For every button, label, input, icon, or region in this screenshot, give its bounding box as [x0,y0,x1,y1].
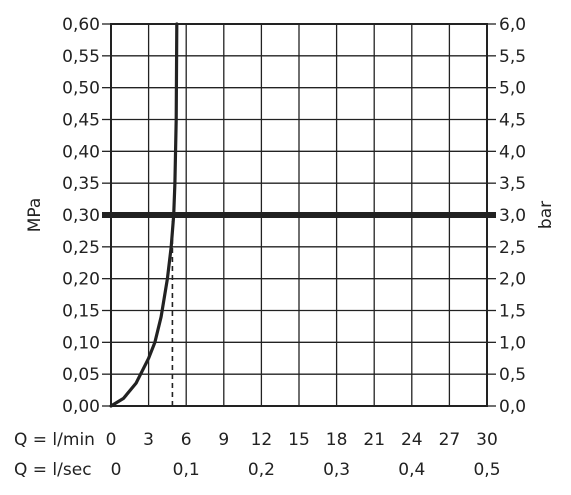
y-right-tick-label: 6,0 [499,15,526,35]
y-left-tick-label: 0,10 [62,333,100,353]
y-right-tick-label: 3,5 [499,174,526,194]
y-right-tick-label: 3,0 [499,206,526,226]
x-lsec-tick-label: 0,5 [473,460,500,480]
y-left-tick-label: 0,15 [62,302,100,322]
y-left-tick-label: 0,05 [62,365,100,385]
y-right-tick-label: 0,0 [499,397,526,417]
x-lmin-tick-label: 3 [143,430,154,450]
y-right-tick-label: 1,5 [499,302,526,322]
y-left-tick-label: 0,30 [62,206,100,226]
x-lsec-tick-label: 0,4 [398,460,425,480]
x-lmin-tick-label: 9 [218,430,229,450]
x-lmin-tick-label: 18 [326,430,348,450]
y-left-tick-label: 0,60 [62,15,100,35]
y-left-tick-label: 0,45 [62,111,100,131]
y-right-tick-label: 1,0 [499,333,526,353]
y-right-tick-label: 0,5 [499,365,526,385]
labels: 0,00 0,00,05 0,50,10 1,00,15 1,50,20 2,00,25 2… [14,15,556,480]
y-left-tick-label: 0,20 [62,270,100,290]
y-left-tick-label: 0,00 [62,397,100,417]
x-lmin-tick-label: 30 [476,430,498,450]
y-right-axis-title: bar [536,201,556,229]
y-left-tick-label: 0,55 [62,47,100,67]
x-lmin-tick-label: 27 [439,430,461,450]
x-lmin-tick-label: 12 [251,430,273,450]
x-lsec-tick-label: 0 [111,460,122,480]
series-line [109,22,179,408]
y-left-tick-label: 0,50 [62,79,100,99]
x-lmin-tick-label: 0 [106,430,117,450]
data-layer [102,22,496,408]
x-lsec-tick-label: 0,2 [248,460,275,480]
x-lmin-tick-label: 6 [181,430,192,450]
x-lsec-tick-label: 0,1 [173,460,200,480]
y-right-tick-label: 4,0 [499,142,526,162]
y-left-tick-label: 0,40 [62,142,100,162]
x-lmin-tick-label: 24 [401,430,423,450]
y-left-tick-label: 0,35 [62,174,100,194]
y-left-axis-title: MPa [25,198,45,233]
y-right-tick-label: 4,5 [499,111,526,131]
y-right-tick-label: 2,0 [499,270,526,290]
y-right-tick-label: 5,0 [499,79,526,99]
y-right-tick-label: 2,5 [499,238,526,258]
x-lsec-label: Q = l/sec [14,460,92,480]
x-lmin-label: Q = l/min [14,430,95,450]
y-right-tick-label: 5,5 [499,47,526,67]
x-lsec-tick-label: 0,3 [323,460,350,480]
y-left-tick-label: 0,25 [62,238,100,258]
x-lmin-tick-label: 15 [288,430,310,450]
x-lmin-tick-label: 21 [363,430,385,450]
